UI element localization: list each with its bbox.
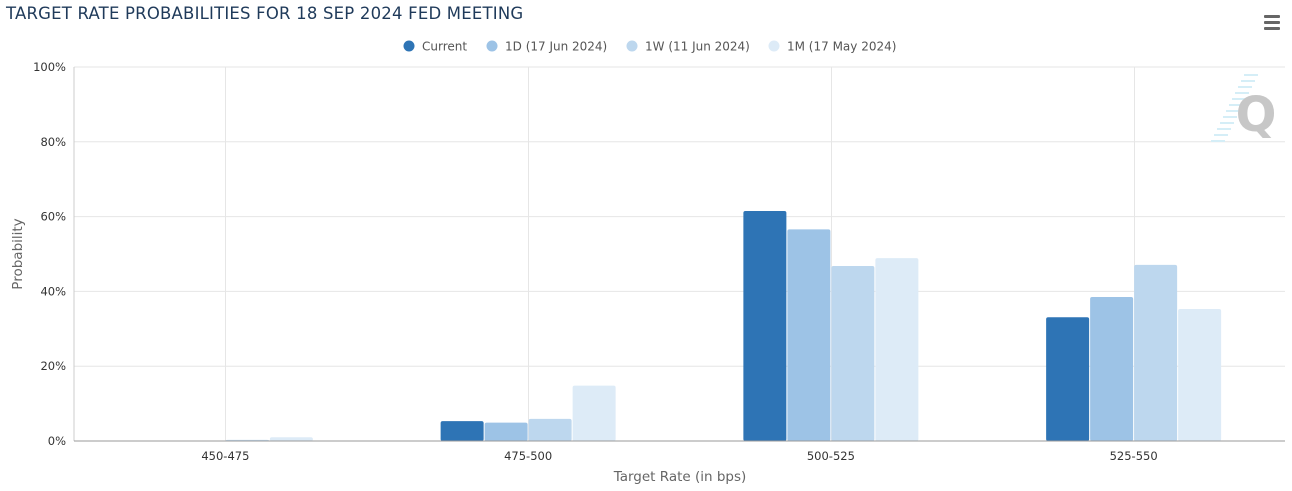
- bar-500-525-3[interactable]: [875, 258, 919, 441]
- bar-525-550-1[interactable]: [1090, 297, 1134, 441]
- x-tick-label: 450-475: [201, 449, 249, 463]
- legend-item-2[interactable]: 1W (11 Jun 2024): [626, 40, 750, 54]
- x-axis-title: Target Rate (in bps): [613, 469, 747, 485]
- svg-text:Q: Q: [1236, 87, 1277, 143]
- x-tick-label: 475-500: [504, 449, 552, 463]
- bar-525-550-3[interactable]: [1178, 308, 1222, 441]
- legend-label: 1W (11 Jun 2024): [645, 40, 750, 54]
- y-tick-label: 100%: [33, 60, 66, 74]
- axes: [73, 67, 1285, 442]
- y-tick-label: 80%: [40, 135, 66, 149]
- bar-500-525-1[interactable]: [787, 229, 831, 441]
- bar-525-550-2[interactable]: [1134, 264, 1178, 441]
- x-tick-label: 525-550: [1110, 449, 1158, 463]
- y-axis-title: Probability: [10, 218, 26, 289]
- chart-title: TARGET RATE PROBABILITIES FOR 18 SEP 202…: [6, 4, 524, 23]
- legend-item-0[interactable]: Current: [403, 40, 468, 54]
- bar-475-500-3[interactable]: [572, 385, 616, 441]
- legend-marker: [486, 40, 498, 52]
- bar-450-475-3[interactable]: [269, 437, 313, 441]
- quikstrike-logo-icon: Q: [1211, 74, 1277, 143]
- legend-marker: [403, 40, 415, 52]
- bar-475-500-2[interactable]: [528, 418, 572, 441]
- bar-475-500-1[interactable]: [484, 422, 528, 441]
- x-tick-label: 500-525: [807, 449, 855, 463]
- legend-marker: [626, 40, 638, 52]
- grid-lines: [74, 66, 1285, 441]
- y-tick-labels: 0% 20% 40% 60% 80% 100%: [33, 60, 66, 448]
- bars: [225, 210, 1222, 441]
- y-tick-label: 40%: [40, 284, 66, 298]
- legend-label: 1M (17 May 2024): [787, 40, 896, 54]
- legend-marker: [768, 40, 780, 52]
- bar-525-550-0[interactable]: [1046, 317, 1090, 441]
- legend: Current 1D (17 Jun 2024) 1W (11 Jun 2024) 1…: [403, 40, 897, 54]
- y-tick-label: 60%: [40, 210, 66, 224]
- bar-500-525-0[interactable]: [743, 210, 787, 441]
- bar-475-500-0[interactable]: [440, 421, 484, 441]
- bar-500-525-2[interactable]: [831, 265, 875, 441]
- legend-item-3[interactable]: 1M (17 May 2024): [768, 40, 897, 54]
- legend-label: Current: [422, 40, 467, 54]
- legend-item-1[interactable]: 1D (17 Jun 2024): [486, 40, 608, 54]
- legend-label: 1D (17 Jun 2024): [505, 40, 607, 54]
- x-tick-labels: 450-475 475-500 500-525 525-550: [201, 449, 1157, 463]
- y-tick-label: 20%: [40, 359, 66, 373]
- hamburger-menu-icon[interactable]: [1262, 12, 1284, 32]
- y-tick-label: 0%: [48, 434, 66, 448]
